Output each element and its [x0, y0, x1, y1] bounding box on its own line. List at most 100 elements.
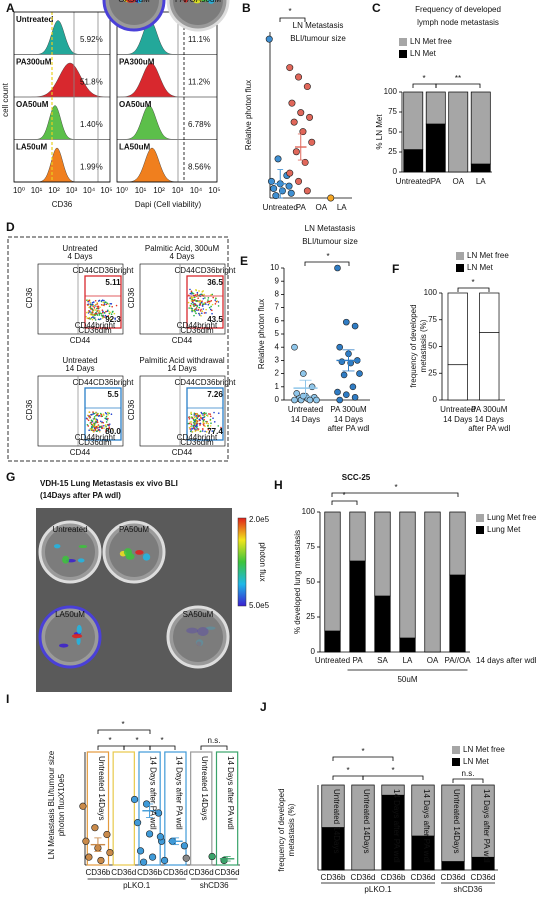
panel-letter: G [6, 470, 15, 484]
event-dot [105, 430, 107, 432]
event-dot [196, 417, 198, 419]
chart-title: LN Metastasis [293, 21, 344, 30]
event-dot [213, 411, 215, 414]
bar-segment [449, 511, 466, 576]
event-dot [217, 412, 220, 414]
event-dot [194, 304, 197, 306]
tick-label: 10⁰ [116, 186, 128, 195]
event-dot [196, 420, 199, 423]
event-dot [98, 430, 101, 433]
event-dot [205, 312, 207, 314]
panel-subtitle: (14Days after PA wdl) [40, 491, 121, 500]
event-dot [105, 418, 108, 420]
point [286, 64, 294, 72]
signal [123, 548, 132, 557]
x-tick-label: Untreated [263, 203, 298, 212]
event-dot [196, 291, 199, 294]
event-dot [197, 429, 199, 432]
bar-segment [324, 630, 341, 653]
event-dot [94, 299, 97, 302]
event-dot [204, 413, 206, 415]
event-dot [110, 313, 113, 316]
event-dot [203, 422, 205, 424]
group-label: pLKO.1 [364, 885, 392, 894]
tick-label: 10⁴ [83, 186, 96, 195]
event-dot [90, 307, 93, 310]
event-dot [200, 308, 202, 311]
event-dot [208, 302, 211, 305]
y-tick-label: 1 [275, 382, 280, 391]
event-dot [97, 305, 100, 308]
event-dot [102, 310, 104, 313]
y-tick-label: 8 [275, 290, 280, 299]
event-dot [201, 303, 204, 305]
significance: * [471, 278, 474, 287]
event-dot [199, 299, 202, 302]
event-dot [86, 418, 89, 420]
y-tick-label: 9 [275, 276, 280, 285]
event-dot [188, 422, 191, 425]
y-tick-label: 10 [270, 263, 279, 272]
event-dot [87, 310, 90, 313]
event-dot [197, 414, 200, 417]
panel-letter: E [240, 254, 248, 268]
event-dot [198, 306, 201, 309]
event-dot [85, 315, 87, 318]
y-axis-label: % LN Met [375, 114, 384, 150]
point [338, 358, 346, 366]
bracket [362, 775, 424, 780]
signal [142, 553, 151, 561]
category-note: 14 Days [443, 415, 472, 424]
y-tick-label: 6 [275, 316, 280, 325]
event-dot [99, 318, 102, 320]
event-dot [88, 429, 90, 432]
event-dot [96, 419, 99, 421]
point [156, 833, 165, 841]
x-tick-label: PA 300uM [471, 405, 508, 414]
event-dot [105, 303, 108, 306]
signal [76, 624, 82, 634]
x-tick-label: Untreated [315, 656, 350, 665]
event-dot [190, 411, 192, 414]
event-dot [217, 305, 220, 307]
event-dot [95, 312, 98, 315]
bracket [452, 778, 484, 783]
column-label: 14 Days after PA wdl [482, 789, 491, 863]
bracket [279, 17, 306, 22]
axis-label: CD36 [52, 200, 73, 209]
event-dot [104, 425, 107, 427]
event-dot [197, 308, 200, 311]
point [340, 371, 348, 379]
panel-letter: J [260, 700, 267, 714]
bar-segment [399, 637, 416, 653]
well-label: LA50uM [55, 610, 85, 619]
chart-subtitle: BLI/tumour size [302, 237, 358, 246]
point [336, 343, 344, 351]
point [290, 118, 298, 126]
x-tick-label: CD36b [85, 868, 110, 877]
event-dot [195, 415, 197, 417]
event-dot [94, 309, 97, 311]
x-tick-label: CD36d [111, 868, 136, 877]
event-dot [193, 314, 195, 317]
event-dot [201, 305, 204, 307]
row-label: OA50uM [16, 100, 49, 109]
event-dot [114, 318, 117, 320]
axis-label: CD36 [25, 399, 34, 420]
y-tick-label: 0 [433, 395, 438, 404]
x-tick-label: CD36d [471, 873, 496, 882]
point [334, 264, 341, 272]
event-dot [193, 303, 196, 305]
axis-label: CD44 [172, 336, 193, 345]
event-dot [95, 411, 97, 414]
row-label: Untreated [16, 15, 53, 24]
bracket [331, 500, 358, 505]
event-dot [103, 299, 105, 302]
event-dot [91, 314, 94, 316]
event-dot [209, 415, 212, 418]
plot-subtitle: 4 Days [170, 252, 195, 261]
event-dot [202, 419, 205, 422]
event-dot [100, 303, 103, 306]
event-dot [91, 428, 94, 431]
